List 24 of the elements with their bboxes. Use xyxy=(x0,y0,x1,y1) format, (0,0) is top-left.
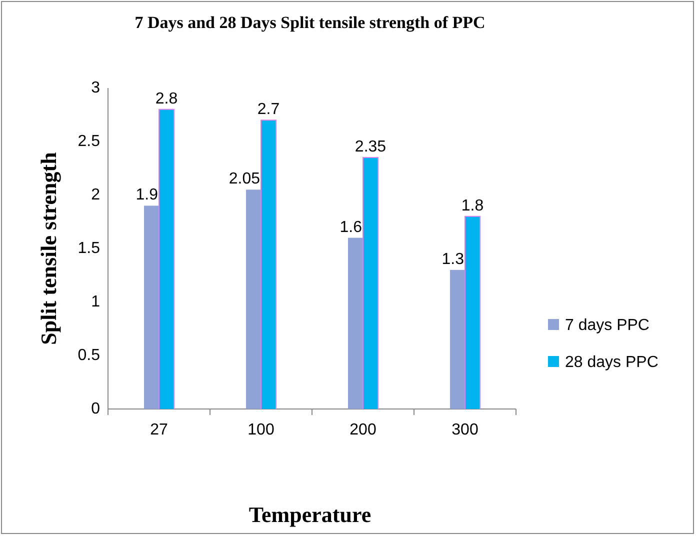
y-tick-label: 0.5 xyxy=(78,347,100,364)
x-tick-label: 300 xyxy=(452,421,478,438)
y-tick-label: 3 xyxy=(91,80,100,96)
x-tick-label: 200 xyxy=(350,421,376,438)
y-tick-label: 1.5 xyxy=(78,240,100,257)
y-axis-title: Split tensile strength xyxy=(36,152,61,345)
data-label: 2.7 xyxy=(257,101,280,118)
data-label: 1.9 xyxy=(136,186,158,204)
x-tick-label: 100 xyxy=(248,421,274,438)
data-label: 1.8 xyxy=(461,197,484,214)
y-tick-label: 2.5 xyxy=(78,133,100,150)
y-tick-label: 1 xyxy=(91,294,100,310)
data-label: 2.05 xyxy=(228,170,260,188)
legend-label: 28 days PPC xyxy=(565,354,658,371)
y-tick-label: 0 xyxy=(91,400,100,418)
data-label: 2.8 xyxy=(155,90,178,108)
data-label: 1.6 xyxy=(340,218,362,236)
data-label: 1.3 xyxy=(442,250,464,268)
y-tick-label: 2 xyxy=(91,186,100,204)
x-tick-label: 27 xyxy=(150,421,168,438)
x-axis-title: Temperature xyxy=(248,502,372,527)
data-label: 2.35 xyxy=(354,138,386,156)
legend-label: 7 days PPC xyxy=(565,317,650,334)
chart-title: 7 Days and 28 Days Split tensile strength of PPC xyxy=(134,13,486,32)
